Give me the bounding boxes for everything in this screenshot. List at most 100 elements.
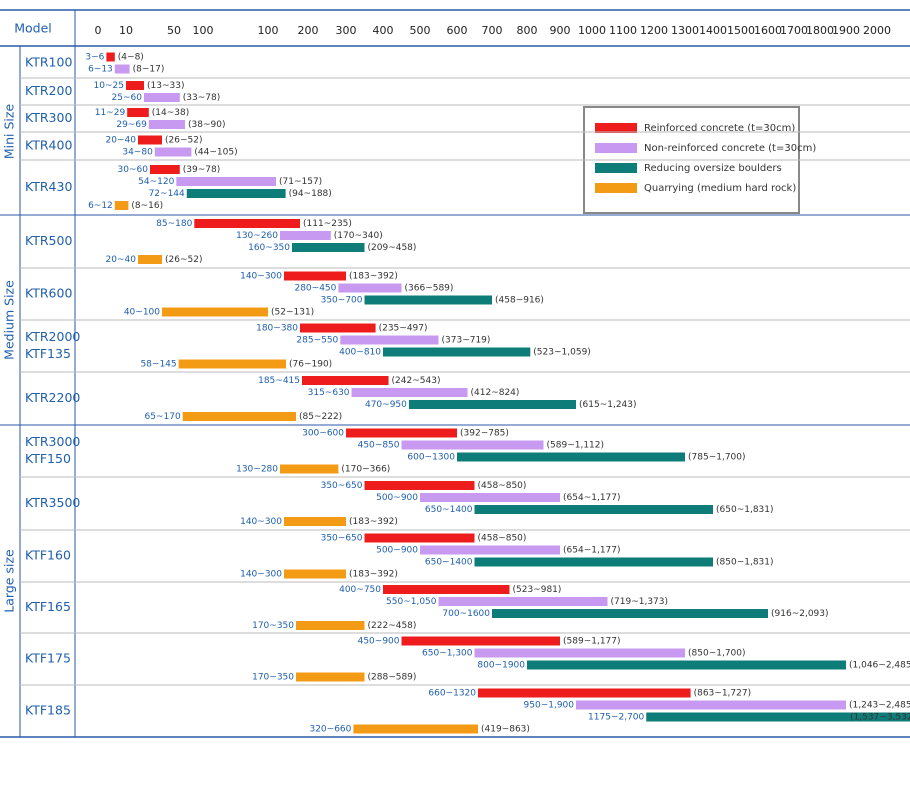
range-label: 72~144 [149,189,185,199]
output-label: (288~589) [368,673,417,683]
x-tick-label: 700 [482,24,503,37]
output-label: (850~1,831) [716,558,774,568]
model-label: KTR3000 [25,434,80,449]
x-tick-label: 1900 [832,24,860,37]
model-label: KTR2000 [25,329,80,344]
x-tick-label: 1100 [609,24,637,37]
range-bar [176,177,276,186]
range-bar [646,712,910,722]
output-label: (71~157) [279,177,322,187]
model-label: KTR430 [25,179,72,194]
range-label: 450~900 [358,637,400,647]
output-label: (1,537~3,532) [850,713,910,723]
legend-label: Quarrying (medium hard rock) [644,183,796,194]
x-tick-label: 200 [298,24,319,37]
output-label: (850~1,700) [688,649,746,659]
range-label: 400~750 [339,585,381,595]
output-label: (785~1,700) [688,453,746,463]
range-label: 180~380 [256,324,298,334]
x-tick-label: 800 [517,24,538,37]
output-label: (458~850) [478,481,527,491]
header-label: Model [14,21,52,36]
range-bar [178,359,286,369]
output-label: (111~235) [303,219,352,229]
range-label: 1175~2,700 [588,713,644,723]
output-label: (654~1,177) [563,493,621,503]
x-tick-label: 10 [119,24,133,37]
range-bar [401,440,544,450]
output-label: (8~16) [131,201,163,211]
model-label: KTF175 [25,651,71,666]
range-bar [300,323,376,333]
output-label: (183~392) [349,517,398,527]
range-bar [353,724,478,734]
model-label: KTR500 [25,233,72,248]
x-tick-label: 1600 [754,24,782,37]
output-label: (615~1,243) [579,400,637,410]
range-label: 350~650 [321,481,363,491]
range-bar [302,376,389,385]
output-label: (863~1,727) [694,689,752,699]
output-label: (33~78) [183,93,220,103]
range-bar [478,688,691,698]
output-label: (1,046~2,485) [849,661,910,671]
range-bar [340,335,439,345]
model-label: KTR600 [25,286,72,301]
range-bar [474,557,713,567]
range-bar [364,533,475,543]
model-label: KTF160 [25,548,71,563]
range-label: 170~350 [252,673,294,683]
x-tick-label: 300 [336,24,357,37]
range-bar [296,621,365,630]
range-bar [408,400,576,409]
range-bar [126,81,144,90]
range-bar [576,700,846,710]
range-label: 3~6 [85,53,104,63]
range-bar [150,165,180,174]
range-label: 30~60 [118,165,149,175]
legend-label: Non-reinforced concrete (t=30cm) [644,143,816,154]
range-bar [401,636,560,646]
model-label: KTR2200 [25,390,80,405]
range-label: 600~1300 [407,453,455,463]
range-bar [194,219,300,228]
range-bar [106,52,115,62]
output-label: (719~1,373) [611,597,669,607]
output-label: (4~8) [118,53,144,63]
model-label: KTF165 [25,599,71,614]
output-label: (76~190) [289,360,332,370]
range-label: 700~1600 [442,609,490,619]
range-label: 20~40 [106,136,137,146]
range-label: 130~280 [236,465,278,475]
x-tick-label: 600 [447,24,468,37]
output-label: (650~1,831) [716,505,774,515]
range-label: 20~40 [106,255,137,265]
range-label: 650~1400 [425,505,473,515]
x-tick-label: 100 [193,24,214,37]
range-bar [383,585,510,594]
group-label: Large size [2,549,17,613]
output-label: (44~105) [194,148,237,158]
x-tick-label: 1700 [780,24,808,37]
legend-swatch [595,163,637,173]
group-label: Medium Size [2,280,17,360]
range-label: 650~1400 [425,558,473,568]
range-label: 130~260 [236,231,278,241]
output-label: (1,243~2,485) [849,701,910,711]
range-label: 58~145 [140,360,176,370]
range-label: 280~450 [294,284,336,294]
output-label: (412~824) [471,388,520,398]
range-bar [383,347,531,357]
model-label: KTR200 [25,83,72,98]
model-label: KTR3500 [25,495,80,510]
output-label: (8~17) [133,65,165,75]
model-label: KTR400 [25,138,72,153]
model-label: KTR100 [25,55,72,70]
range-label: 800~1900 [477,661,525,671]
range-bar [420,545,560,555]
legend-label: Reinforced concrete (t=30cm) [644,123,795,134]
output-label: (209~458) [368,243,417,253]
range-label: 185~415 [258,376,300,386]
output-label: (523~981) [513,585,562,595]
range-bar [138,255,162,264]
